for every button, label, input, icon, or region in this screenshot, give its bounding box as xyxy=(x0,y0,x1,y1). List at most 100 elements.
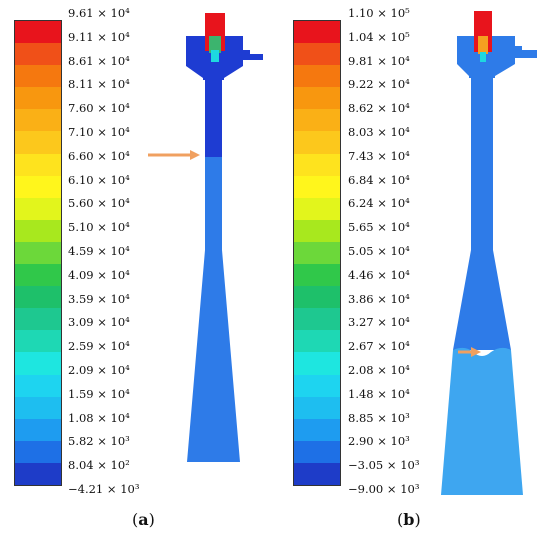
colorbar-tick-label: 9.61 × 10⁴ xyxy=(68,6,130,20)
colorbar xyxy=(14,20,62,486)
colorbar-tick-label: 7.60 × 10⁴ xyxy=(68,101,130,116)
colorbar-band xyxy=(15,330,61,353)
colorbar-band xyxy=(15,462,61,485)
colorbar-band xyxy=(15,352,61,375)
cyclone-contour xyxy=(441,11,537,495)
colorbar-tick-label: 9.81 × 10⁴ xyxy=(348,53,410,68)
colorbar-band xyxy=(15,286,61,309)
panel-caption: (b) xyxy=(397,510,421,529)
colorbar-band xyxy=(294,330,340,353)
colorbar-tick-label: 4.09 × 10⁴ xyxy=(68,267,130,282)
colorbar-tick-label: 2.67 × 10⁴ xyxy=(348,339,410,354)
vortex-tip xyxy=(211,50,219,62)
arrow-head xyxy=(471,347,481,357)
colorbar-tick-label: 2.08 × 10⁴ xyxy=(348,363,410,377)
colorbar-band xyxy=(15,219,61,242)
colorbar-tick-label: −9.00 × 10³ xyxy=(348,482,420,496)
colorbar-band xyxy=(294,87,340,110)
colorbar-band xyxy=(15,418,61,441)
cyclone-contour xyxy=(148,13,263,462)
colorbar-band xyxy=(15,396,61,419)
colorbar-band xyxy=(15,43,61,66)
colorbar-tick-label: 5.82 × 10³ xyxy=(68,434,130,449)
vortex-tip xyxy=(480,52,486,62)
colorbar-tick-label: 1.10 × 10⁵ xyxy=(348,6,410,20)
colorbar-band xyxy=(294,197,340,220)
colorbar-band xyxy=(294,352,340,375)
colorbar-band xyxy=(294,65,340,88)
contour-panel-a: 9.61 × 10⁴ 9.11 × 10⁴ 8.61 × 10⁴ 8.11 × 10⁴… xyxy=(14,6,263,529)
colorbar-tick-label: 9.11 × 10⁴ xyxy=(68,29,130,44)
colorbar-tick-label: 4.59 × 10⁴ xyxy=(68,244,130,258)
vortex-core xyxy=(478,36,488,54)
colorbar-band xyxy=(15,131,61,154)
colorbar-tick-label: 1.59 × 10⁴ xyxy=(68,386,130,401)
colorbar-tick-label: 4.46 × 10⁴ xyxy=(348,267,410,282)
colorbar-band xyxy=(15,109,61,132)
colorbar-band xyxy=(294,131,340,154)
colorbar-tick-label: 8.61 × 10⁴ xyxy=(68,53,130,68)
colorbar-band xyxy=(15,308,61,331)
colorbar-band xyxy=(294,374,340,397)
colorbar-tick-label: 8.03 × 10⁴ xyxy=(348,125,410,139)
colorbar-band xyxy=(294,219,340,242)
colorbar-band xyxy=(294,440,340,463)
colorbar-band xyxy=(294,308,340,331)
colorbar-band xyxy=(15,65,61,88)
arrow-head xyxy=(190,150,200,160)
colorbar-tick-label: 3.27 × 10⁴ xyxy=(348,315,410,330)
colorbar-band xyxy=(15,21,61,44)
colorbar-tick-label: 2.09 × 10⁴ xyxy=(68,363,130,377)
colorbar-band xyxy=(294,175,340,198)
colorbar-band xyxy=(294,153,340,176)
colorbar-band xyxy=(15,153,61,176)
contour-panel-b: 1.10 × 10⁵ 1.04 × 10⁵ 9.81 × 10⁴ 9.22 × 10⁴… xyxy=(275,0,550,544)
colorbar-tick-label: 8.85 × 10³ xyxy=(348,410,410,425)
colorbar-tick-label: 6.24 × 10⁴ xyxy=(348,196,410,211)
colorbar-tick-label: 6.60 × 10⁴ xyxy=(68,148,130,163)
colorbar-band xyxy=(15,87,61,110)
colorbar-tick-label: 8.62 × 10⁴ xyxy=(348,101,410,116)
colorbar-band xyxy=(294,396,340,419)
upper-chamber xyxy=(186,36,263,157)
colorbar-band xyxy=(15,264,61,287)
colorbar-tick-label: 6.84 × 10⁴ xyxy=(348,172,410,187)
colorbar-tick-label: 2.90 × 10³ xyxy=(348,434,410,449)
colorbar xyxy=(293,20,341,486)
colorbar-tick-label: 1.08 × 10⁴ xyxy=(68,410,130,425)
colorbar-tick-label: 5.60 × 10⁴ xyxy=(68,196,130,211)
colorbar-tick-label: 3.09 × 10⁴ xyxy=(68,315,130,330)
colorbar-tick-label: 6.10 × 10⁴ xyxy=(68,172,130,187)
colorbar-band xyxy=(294,286,340,309)
colorbar-band xyxy=(294,109,340,132)
colorbar-band xyxy=(15,241,61,265)
colorbar-tick-label: 8.11 × 10⁴ xyxy=(68,77,130,92)
colorbar-tick-label: 8.04 × 10² xyxy=(68,458,130,473)
colorbar-band xyxy=(15,197,61,220)
colorbar-band xyxy=(15,440,61,463)
colorbar-tick-label: 7.43 × 10⁴ xyxy=(348,148,410,163)
colorbar-tick-label: 2.59 × 10⁴ xyxy=(68,339,130,354)
colorbar-band xyxy=(294,21,340,44)
colorbar-tick-label: 3.59 × 10⁴ xyxy=(68,291,130,306)
colorbar-tick-label: 5.05 × 10⁴ xyxy=(348,244,410,258)
colorbar-band xyxy=(294,241,340,265)
colorbar-band xyxy=(294,264,340,287)
colorbar-tick-label: 5.10 × 10⁴ xyxy=(68,220,130,235)
colorbar-band xyxy=(294,462,340,485)
colorbar-band xyxy=(294,43,340,66)
lower-cone xyxy=(441,347,523,495)
panel-caption: (a) xyxy=(132,510,155,529)
colorbar-tick-label: 1.48 × 10⁴ xyxy=(348,386,410,401)
colorbar-tick-label: 1.04 × 10⁵ xyxy=(348,29,410,44)
colorbar-tick-label: 3.86 × 10⁴ xyxy=(348,291,410,306)
colorbar-tick-label: 9.22 × 10⁴ xyxy=(348,77,410,92)
colorbar-band xyxy=(15,374,61,397)
colorbar-tick-label: 5.65 × 10⁴ xyxy=(348,220,410,235)
colorbar-tick-label: −3.05 × 10³ xyxy=(348,458,420,473)
lower-cone xyxy=(187,157,240,462)
colorbar-tick-label: −4.21 × 10³ xyxy=(68,482,140,496)
colorbar-band xyxy=(294,418,340,441)
colorbar-tick-label: 7.10 × 10⁴ xyxy=(68,125,130,139)
vortex-core xyxy=(209,36,221,53)
